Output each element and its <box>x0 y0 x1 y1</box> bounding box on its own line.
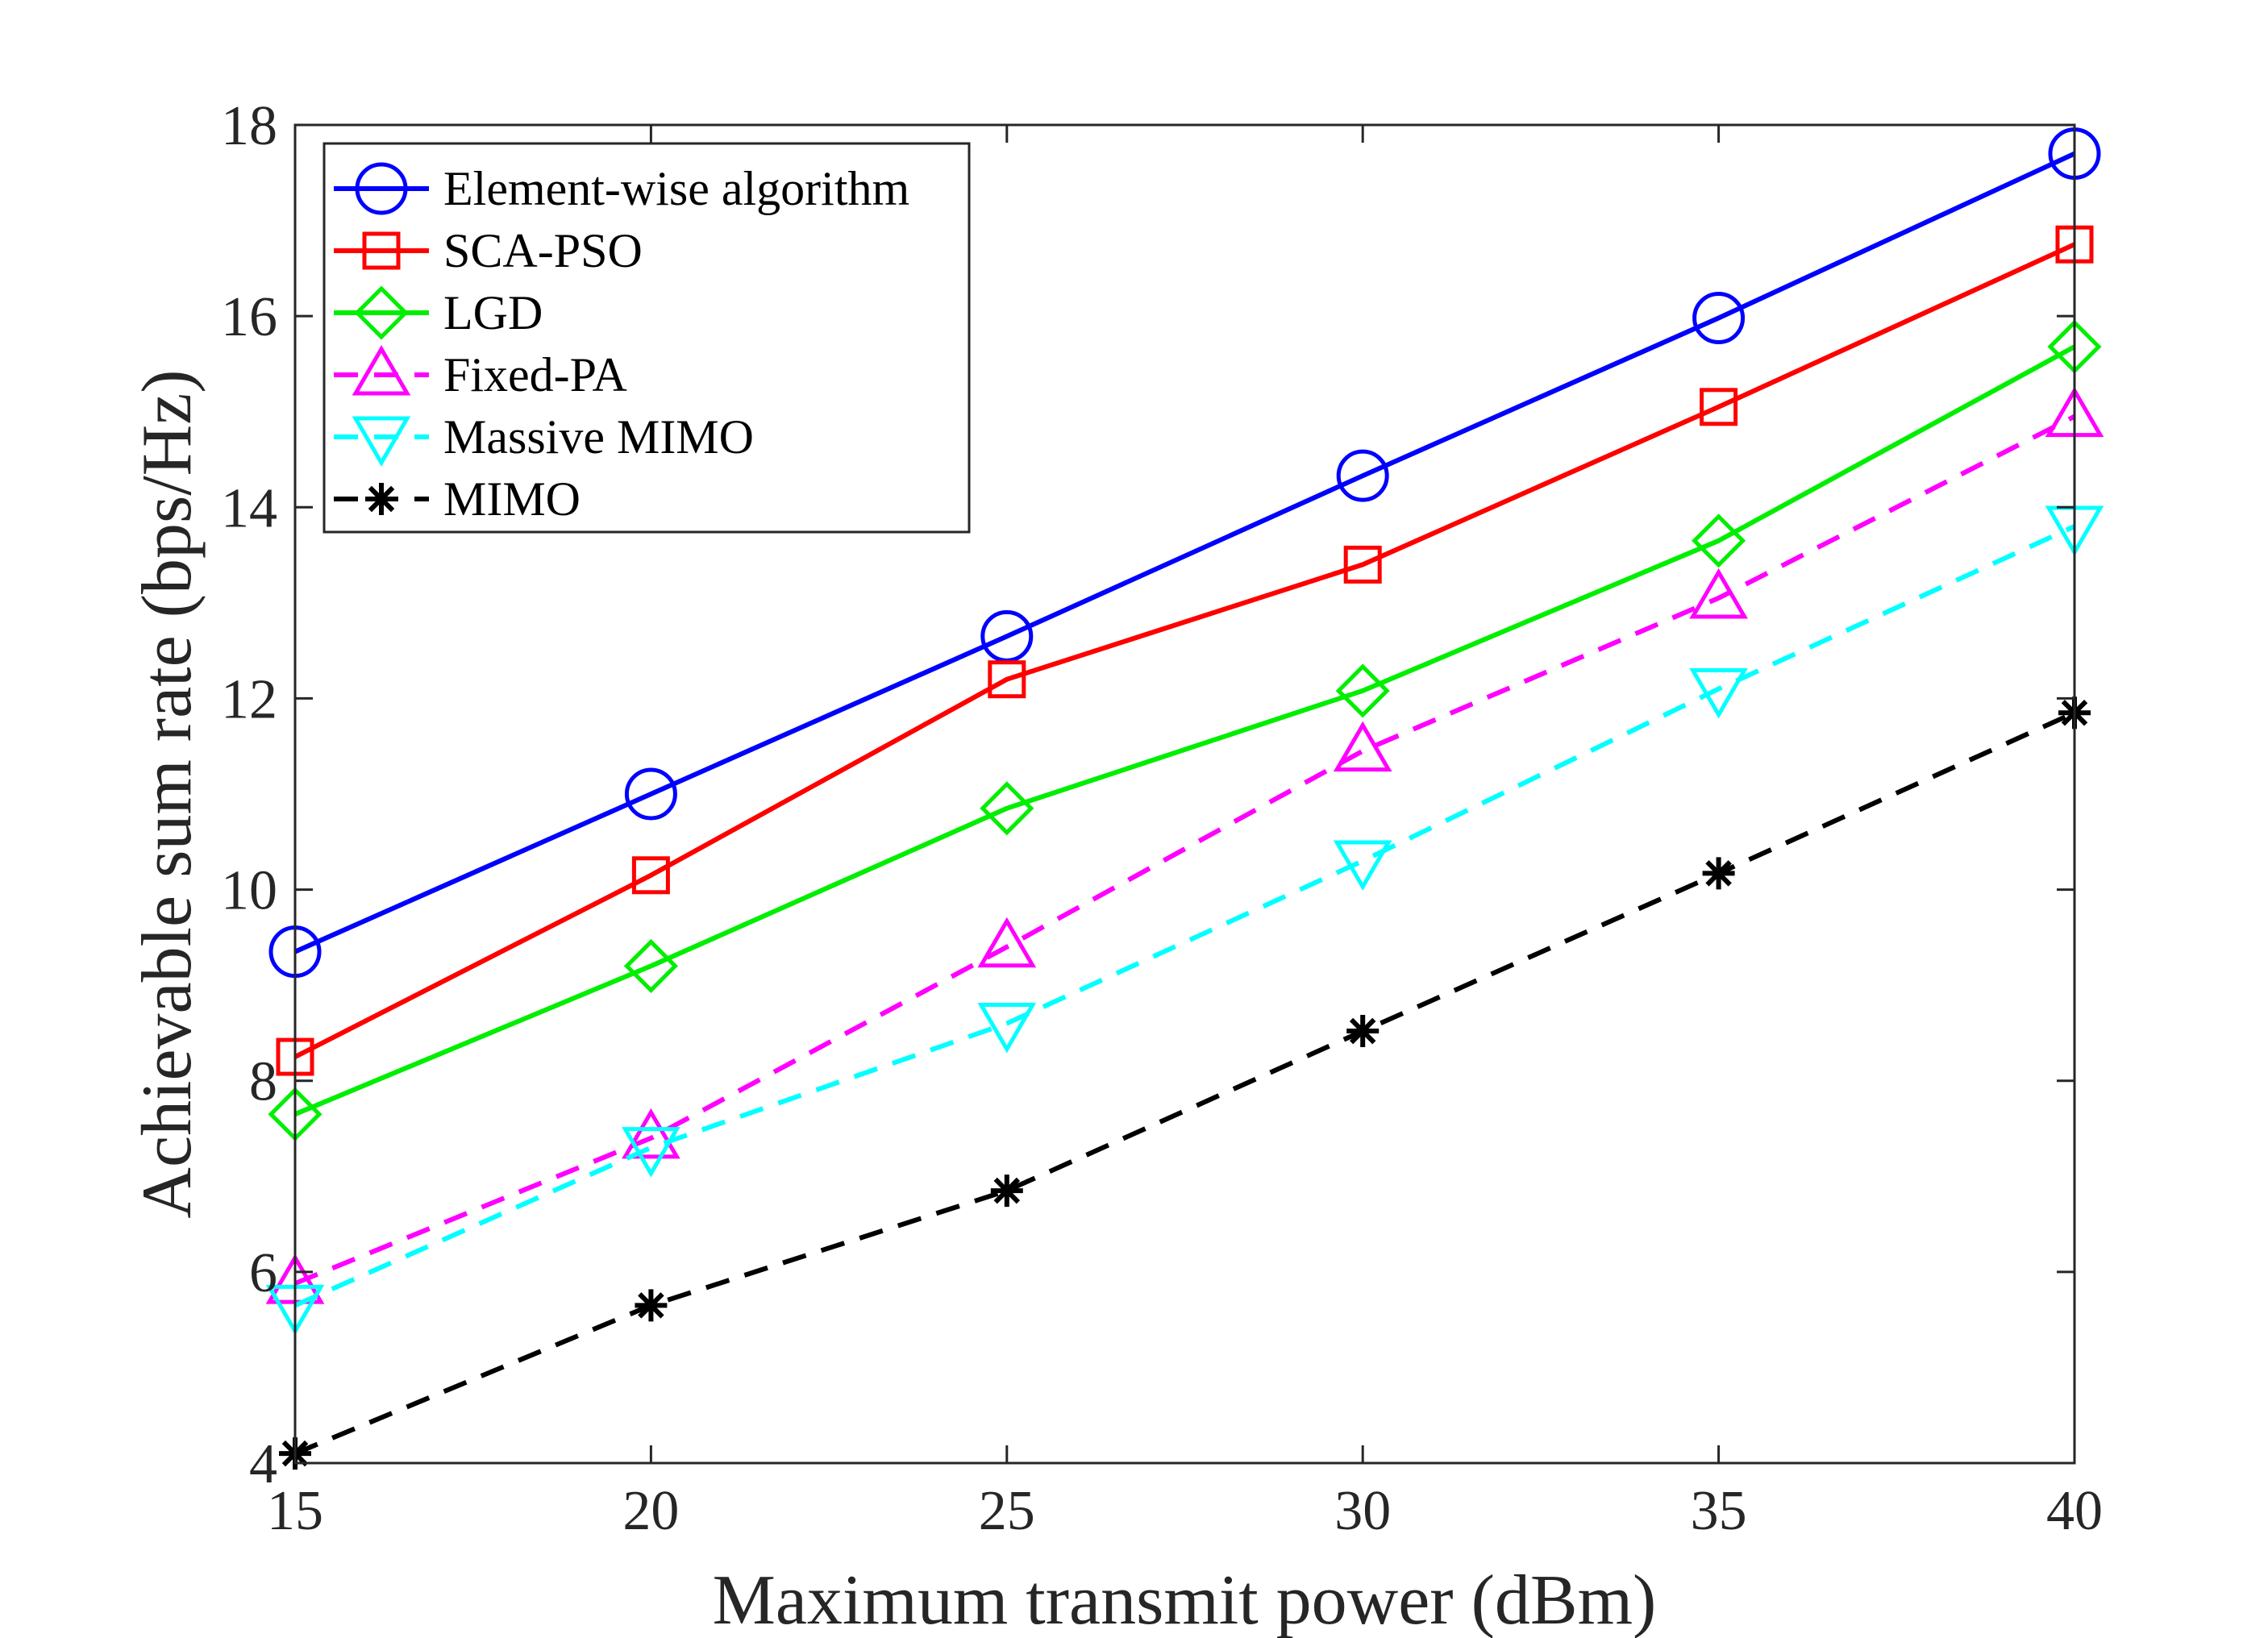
y-tick-label-5: 14 <box>221 477 277 539</box>
legend-label-4: Massive MIMO <box>443 410 754 464</box>
y-tick-label-0: 4 <box>249 1433 277 1495</box>
data-point-s5-3 <box>1346 1015 1380 1048</box>
series-line-0 <box>293 151 2076 954</box>
legend-marker-0 <box>355 162 408 215</box>
axes-box <box>293 123 2076 1465</box>
legend-label-5: MIMO <box>443 472 581 526</box>
x-tick-label-1: 20 <box>622 1480 679 1542</box>
x-tick-label-2: 25 <box>979 1480 1035 1542</box>
ticks-layer: 15 20 25 30 35 40 4 6 8 10 12 14 16 18 <box>221 95 2103 1542</box>
data-point-s3-3 <box>1333 721 1392 772</box>
y-tick-label-2: 8 <box>249 1051 277 1113</box>
data-point-s2-1 <box>623 938 678 993</box>
legend-label-3: Fixed-PA <box>443 348 627 401</box>
data-point-s2-3 <box>1335 663 1390 718</box>
data-point-s4-3 <box>1333 840 1392 891</box>
data-point-s0-3 <box>1336 449 1389 502</box>
series-line-4 <box>293 524 2076 1308</box>
data-point-s3-1 <box>622 1108 680 1159</box>
data-point-s3-2 <box>977 917 1037 968</box>
legend-marker-3 <box>352 345 411 396</box>
data-point-s1-1 <box>631 856 670 895</box>
data-point-s5-2 <box>990 1174 1023 1208</box>
series-line-3 <box>293 414 2076 1286</box>
x-tick-label-4: 35 <box>1691 1480 1747 1542</box>
legend-label-0: Element-wise algorithm <box>443 162 909 215</box>
x-tick-label-5: 40 <box>2046 1480 2103 1542</box>
y-tick-label-6: 16 <box>221 286 277 348</box>
data-point-s1-4 <box>1700 388 1738 426</box>
data-point-s1-2 <box>988 660 1026 699</box>
data-point-s1-3 <box>1343 545 1382 584</box>
x-tick-label-3: 30 <box>1334 1480 1391 1542</box>
series-layer <box>265 127 2104 1470</box>
legend-box <box>323 142 971 534</box>
data-point-s2-4 <box>1692 513 1746 568</box>
data-point-s4-2 <box>977 1003 1037 1054</box>
x-tick-label-0: 15 <box>267 1480 323 1542</box>
legend-marker-2 <box>354 285 409 340</box>
y-tick-label-3: 10 <box>221 860 277 922</box>
data-point-s5-1 <box>635 1289 668 1322</box>
legend-label-1: SCA-PSO <box>443 224 643 277</box>
y-tick-label-7: 18 <box>221 95 277 157</box>
data-point-s4-1 <box>622 1127 680 1178</box>
data-point-s5-4 <box>1702 857 1735 890</box>
y-tick-label-1: 6 <box>249 1242 277 1304</box>
x-axis-label: Maximum transmit power (dBm) <box>713 1561 1657 1638</box>
data-point-s3-4 <box>1689 567 1748 619</box>
series-line-1 <box>293 242 2076 1059</box>
y-tick-label-4: 12 <box>221 668 277 730</box>
data-point-s4-4 <box>1689 668 1748 719</box>
legend-marker-5 <box>365 483 397 515</box>
series-line-2 <box>293 344 2076 1116</box>
legend-label-2: LGD <box>443 286 543 339</box>
data-point-s0-1 <box>624 767 677 821</box>
legend-marker-4 <box>352 416 411 467</box>
data-point-s0-4 <box>1692 292 1746 345</box>
legend: Element-wise algorithm SCA-PSO LGD Fixed-PA… <box>323 142 971 534</box>
legend-marker-1 <box>362 231 401 270</box>
data-point-s2-2 <box>980 781 1034 836</box>
y-axis-label: Achievable sum rate (bps/Hz) <box>128 369 206 1218</box>
